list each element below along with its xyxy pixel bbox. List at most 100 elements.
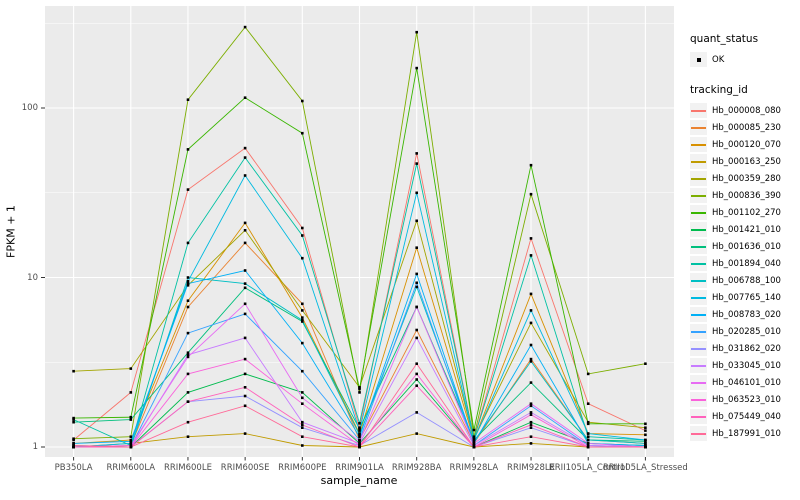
data-point	[415, 219, 418, 223]
data-point	[129, 435, 133, 438]
legend-item-Hb_033045_010: Hb_033045_010	[690, 357, 798, 374]
y-tick-label-10: 10	[27, 272, 38, 283]
data-point	[243, 336, 247, 340]
data-point	[415, 372, 418, 376]
line-key-icon	[690, 375, 707, 390]
data-point	[129, 418, 133, 421]
x-axis-title: sample_name	[320, 474, 398, 487]
data-point	[358, 429, 361, 432]
legend-item-label: Hb_006788_100	[712, 275, 781, 286]
line-key-icon	[690, 103, 707, 118]
data-point	[472, 445, 476, 449]
data-point	[301, 309, 304, 312]
line-key-icon	[690, 392, 707, 407]
legend-item-Hb_006788_100: Hb_006788_100	[690, 272, 798, 289]
line-key-icon	[690, 239, 707, 254]
line-key-icon	[690, 222, 707, 237]
data-point	[415, 384, 418, 387]
data-point	[186, 284, 190, 287]
legend-item-label: OK	[712, 54, 725, 65]
data-point	[243, 302, 247, 306]
data-point	[186, 435, 190, 438]
data-point	[186, 241, 190, 245]
data-point	[586, 432, 590, 435]
data-point	[415, 305, 418, 309]
data-point	[186, 331, 190, 335]
data-point	[301, 234, 304, 237]
data-point	[243, 282, 247, 285]
legend-item-label: Hb_046101_010	[712, 377, 781, 388]
data-point	[72, 437, 75, 440]
data-point	[644, 442, 647, 445]
data-point	[301, 341, 304, 345]
data-point	[301, 444, 304, 447]
x-tick-label-RRIM600SE: RRIM600SE	[220, 463, 270, 473]
data-point	[415, 281, 418, 285]
data-point	[529, 413, 533, 416]
legend-item-label: Hb_000085_230	[712, 122, 781, 133]
legend-item-Hb_046101_010: Hb_046101_010	[690, 374, 798, 391]
data-point	[301, 369, 304, 373]
data-point	[529, 420, 533, 424]
line-key-icon	[690, 426, 707, 441]
data-point	[415, 378, 418, 381]
data-point	[301, 318, 304, 322]
data-point	[129, 415, 133, 419]
data-point	[186, 148, 190, 151]
data-point	[72, 369, 75, 373]
data-point	[529, 442, 533, 445]
data-point	[301, 420, 304, 424]
data-point	[301, 426, 304, 429]
legend-quant-status-title: quant_status	[690, 33, 759, 45]
data-point	[586, 422, 590, 426]
data-point	[186, 282, 190, 285]
legend-item-Hb_000085_230: Hb_000085_230	[690, 119, 798, 136]
data-point	[243, 25, 247, 29]
data-point	[72, 442, 75, 445]
data-point	[186, 353, 190, 357]
data-point	[186, 280, 190, 283]
data-point	[529, 163, 533, 167]
legend-item-label: Hb_063523_010	[712, 394, 781, 405]
data-point	[186, 400, 190, 403]
data-point	[243, 146, 247, 150]
data-point	[358, 445, 361, 449]
legend-tracking-id-items: Hb_000008_080 Hb_000085_230 Hb_000120_070 H…	[690, 102, 798, 442]
data-point	[186, 188, 190, 191]
data-point	[415, 285, 418, 289]
legend-item-label: Hb_007765_140	[712, 292, 781, 303]
data-point	[358, 435, 361, 438]
data-point	[529, 321, 533, 325]
data-point	[529, 357, 533, 361]
y-tick-label-100: 100	[21, 103, 38, 113]
line-key-icon	[690, 256, 707, 271]
data-point	[586, 438, 590, 442]
data-point	[358, 433, 361, 437]
data-point	[415, 152, 418, 155]
data-point	[186, 98, 190, 101]
legend-item-label: Hb_001636_010	[712, 241, 781, 252]
data-point	[72, 420, 75, 424]
legend-item-label: Hb_001421_010	[712, 224, 781, 235]
legend-item-Hb_001894_040: Hb_001894_040	[690, 255, 798, 272]
data-point	[301, 99, 304, 103]
data-point	[415, 246, 418, 249]
x-tick-label-RRIM928BA: RRIM928BA	[391, 463, 442, 473]
data-point	[243, 269, 247, 272]
data-point	[472, 435, 476, 438]
y-tick-label-1: 1	[32, 442, 38, 452]
data-point	[358, 427, 361, 431]
data-point	[301, 302, 304, 306]
data-point	[358, 422, 361, 425]
x-tick-label-RRIM600LE: RRIM600LE	[163, 463, 212, 473]
legend-item-Hb_063523_010: Hb_063523_010	[690, 391, 798, 408]
legend-item-Hb_000008_080: Hb_000008_080	[690, 102, 798, 119]
data-point	[243, 357, 247, 361]
data-point	[243, 386, 247, 389]
x-tick-label-RRIM928LA: RRIM928LA	[449, 463, 499, 473]
data-point	[129, 391, 133, 394]
data-point	[358, 440, 361, 443]
data-point	[301, 391, 304, 394]
